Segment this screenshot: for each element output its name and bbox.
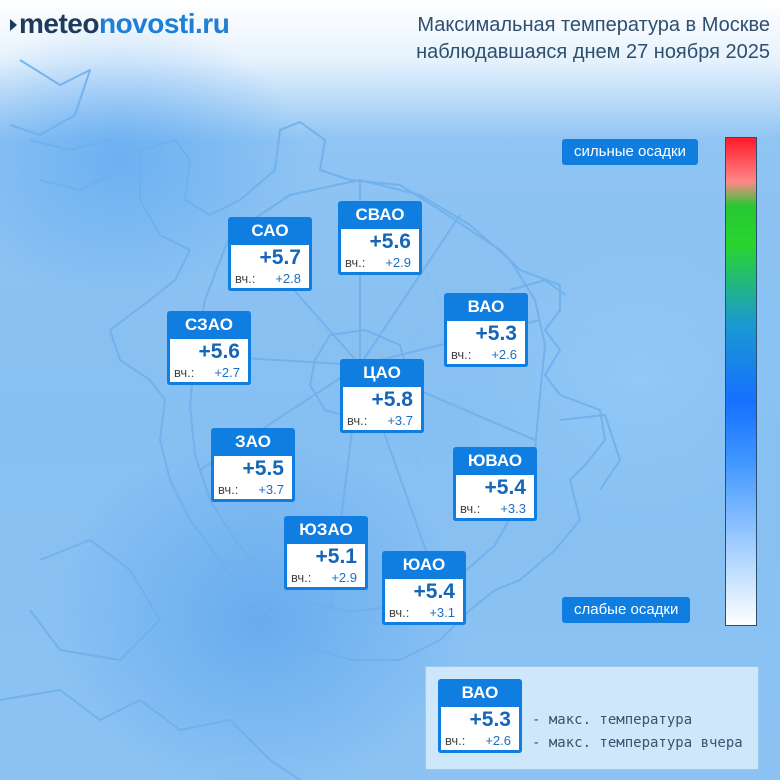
district-yesterday-temp: +3.3	[500, 501, 526, 516]
legend-max-temp-yesterday-text: - макс. температура вчера	[532, 735, 743, 751]
district-max-temp: +5.7	[259, 246, 301, 269]
logo-arrow-icon	[10, 19, 17, 31]
district-name: ЗАО	[211, 428, 295, 456]
district-max-temp: +5.1	[315, 545, 357, 568]
district-card-sao: САО +5.7 вч.: +2.8	[228, 217, 312, 291]
outer-fragment	[509, 279, 566, 296]
legend-max-temp: +5.3	[469, 708, 511, 731]
district-max-temp: +5.6	[198, 340, 240, 363]
legend-sample-card: ВАО +5.3 вч.: +2.6	[438, 679, 522, 753]
ring-road	[189, 179, 546, 613]
district-yesterday-temp: +3.7	[258, 482, 284, 497]
precipitation-color-scale	[725, 137, 757, 626]
district-name: ЦАО	[340, 359, 424, 387]
district-yesterday-temp: +2.9	[331, 570, 357, 585]
yesterday-label: вч.:	[389, 605, 410, 620]
yesterday-label: вч.:	[218, 482, 239, 497]
district-name: ЮЗАО	[284, 516, 368, 544]
district-name: ЮВАО	[453, 447, 537, 475]
district-name: ВАО	[444, 293, 528, 321]
legend-max-temp-text: - макс. температура	[532, 712, 693, 728]
yesterday-label: вч.:	[174, 365, 195, 380]
district-name: ЮАО	[382, 551, 466, 579]
title-line-1: Максимальная температура в Москве	[417, 14, 770, 36]
district-yesterday-temp: +3.7	[387, 413, 413, 428]
yesterday-label: вч.:	[345, 255, 366, 270]
district-max-temp: +5.8	[371, 388, 413, 411]
district-name: СЗАО	[167, 311, 251, 339]
district-name: СВАО	[338, 201, 422, 229]
yesterday-label: вч.:	[291, 570, 312, 585]
page-title: Максимальная температура в Москве наблюд…	[416, 12, 770, 66]
city-boundary	[109, 121, 606, 661]
legend-district-name: ВАО	[438, 679, 522, 707]
outer-fragment	[9, 59, 91, 136]
outer-fragment	[559, 414, 621, 491]
logo-part-meteo: meteo	[19, 8, 99, 39]
site-logo[interactable]: meteonovosti.ru	[10, 8, 230, 40]
district-card-yuao: ЮАО +5.4 вч.: +3.1	[382, 551, 466, 625]
district-yesterday-temp: +2.9	[385, 255, 411, 270]
outer-fragment	[29, 539, 161, 661]
inner-street	[299, 419, 341, 521]
inner-street	[429, 399, 471, 411]
heavy-precip-label: сильные осадки	[562, 139, 698, 165]
district-card-vao: ВАО +5.3 вч.: +2.6	[444, 293, 528, 367]
district-name: САО	[228, 217, 312, 245]
district-max-temp: +5.5	[242, 457, 284, 480]
district-max-temp: +5.4	[413, 580, 455, 603]
yesterday-label: вч.:	[235, 271, 256, 286]
logo-part-novosti: novosti.ru	[98, 8, 230, 39]
district-max-temp: +5.3	[475, 322, 517, 345]
outer-fragment	[0, 689, 301, 780]
district-card-svao: СВАО +5.6 вч.: +2.9	[338, 201, 422, 275]
district-yesterday-temp: +2.6	[491, 347, 517, 362]
district-card-cao: ЦАО +5.8 вч.: +3.7	[340, 359, 424, 433]
outer-fragment	[29, 139, 121, 191]
legend-yesterday-label: вч.:	[445, 733, 466, 748]
district-yesterday-temp: +2.7	[214, 365, 240, 380]
inner-street	[409, 259, 441, 346]
district-yesterday-temp: +3.1	[429, 605, 455, 620]
district-card-zao: ЗАО +5.5 вч.: +3.7	[211, 428, 295, 502]
district-card-yuzao: ЮЗАО +5.1 вч.: +2.9	[284, 516, 368, 590]
title-line-2: наблюдавшаяся днем 27 ноября 2025	[416, 41, 770, 63]
legend-yesterday-temp: +2.6	[485, 733, 511, 748]
yesterday-label: вч.:	[460, 501, 481, 516]
yesterday-label: вч.:	[347, 413, 368, 428]
district-divider	[359, 214, 461, 366]
district-max-temp: +5.4	[484, 476, 526, 499]
district-max-temp: +5.6	[369, 230, 411, 253]
district-yesterday-temp: +2.8	[275, 271, 301, 286]
light-precip-label: слабые осадки	[562, 597, 691, 623]
district-card-yuvao: ЮВАО +5.4 вч.: +3.3	[453, 447, 537, 521]
yesterday-label: вч.:	[451, 347, 472, 362]
district-card-szao: СЗАО +5.6 вч.: +2.7	[167, 311, 251, 385]
